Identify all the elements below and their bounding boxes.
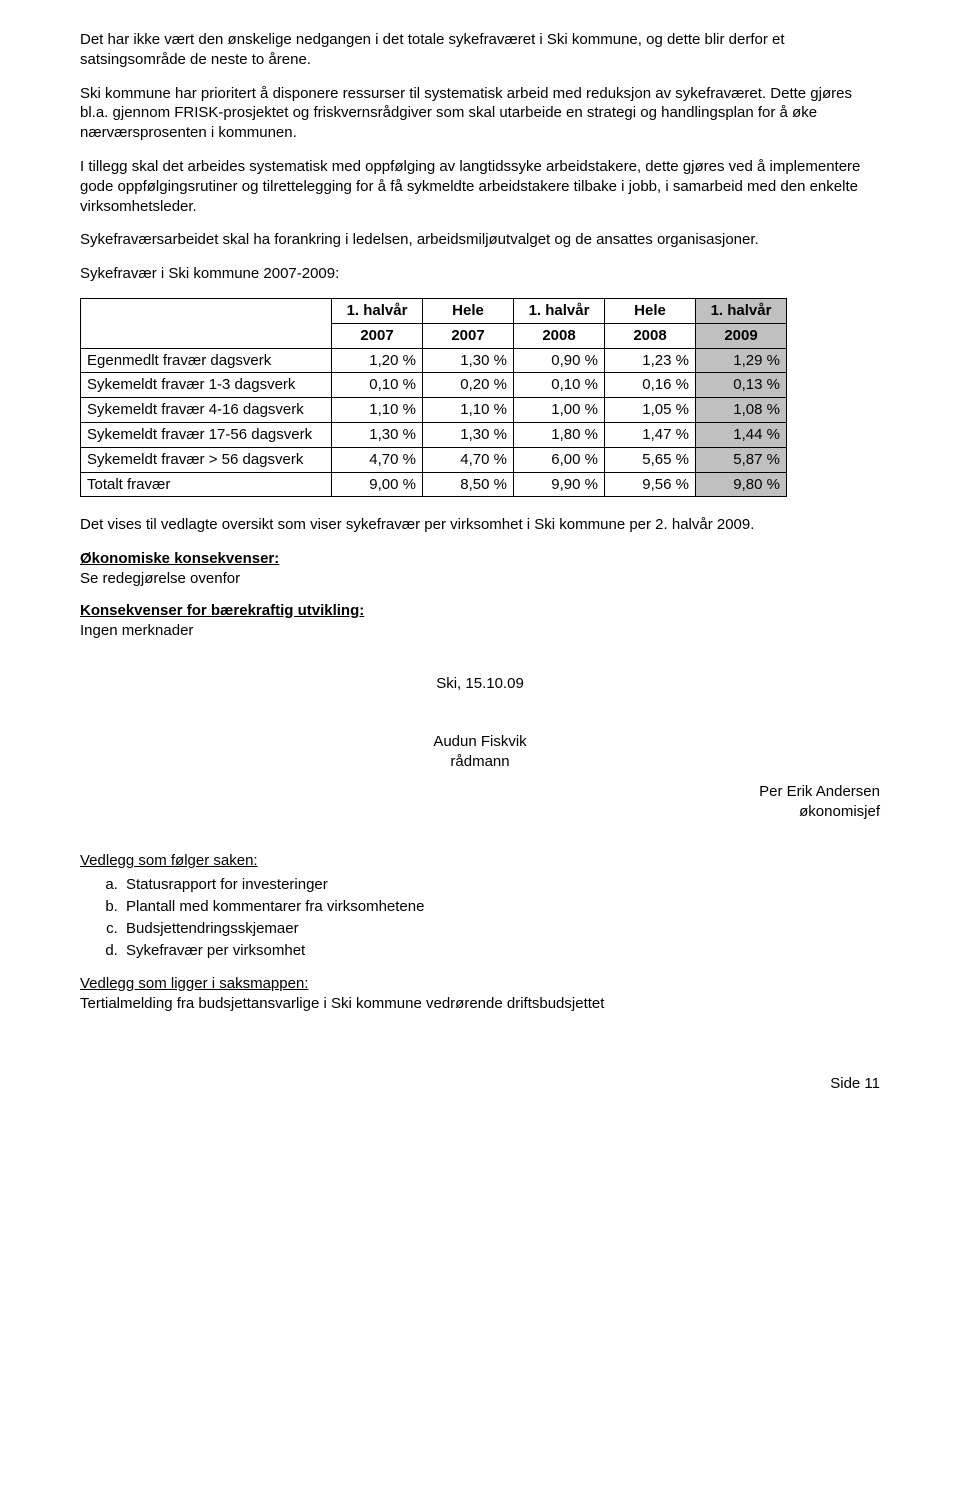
- row-value: 4,70 %: [423, 447, 514, 472]
- row-label: Sykemeldt fravær 1-3 dagsverk: [81, 373, 332, 398]
- row-value: 0,13 %: [696, 373, 787, 398]
- row-value: 0,16 %: [605, 373, 696, 398]
- table-header-l2: 2008: [605, 323, 696, 348]
- row-value: 1,44 %: [696, 422, 787, 447]
- table-row: Sykemeldt fravær 17-56 dagsverk1,30 %1,3…: [81, 422, 787, 447]
- row-value: 5,87 %: [696, 447, 787, 472]
- list-item: Budsjettendringsskjemaer: [122, 919, 880, 939]
- row-value: 1,30 %: [423, 348, 514, 373]
- list-item: Statusrapport for investeringer: [122, 875, 880, 895]
- date-line: Ski, 15.10.09: [80, 674, 880, 694]
- table-header-l1: 1. halvår: [514, 298, 605, 323]
- okonomi-body: Se redegjørelse ovenfor: [80, 570, 240, 587]
- paragraph-2: Ski kommune har prioritert å disponere r…: [80, 84, 880, 143]
- row-label: Sykemeldt fravær 17-56 dagsverk: [81, 422, 332, 447]
- paragraph-4: Sykefraværsarbeidet skal ha forankring i…: [80, 230, 880, 250]
- row-value: 1,20 %: [332, 348, 423, 373]
- row-label: Sykemeldt fravær > 56 dagsverk: [81, 447, 332, 472]
- row-value: 1,10 %: [423, 398, 514, 423]
- table-header-l2: 2007: [423, 323, 514, 348]
- row-value: 9,00 %: [332, 472, 423, 497]
- row-value: 4,70 %: [332, 447, 423, 472]
- row-value: 0,10 %: [332, 373, 423, 398]
- signatory2-name: Per Erik Andersen: [80, 782, 880, 802]
- table-header-blank: [81, 298, 332, 348]
- paragraph-1: Det har ikke vært den ønskelige nedgange…: [80, 30, 880, 70]
- table-header-l1: Hele: [423, 298, 514, 323]
- table-body: Egenmedlt fravær dagsverk1,20 %1,30 %0,9…: [81, 348, 787, 497]
- baerekraft-body: Ingen merknader: [80, 622, 193, 639]
- table-row: Sykemeldt fravær 4-16 dagsverk1,10 %1,10…: [81, 398, 787, 423]
- table-row: Totalt fravær9,00 %8,50 %9,90 %9,56 %9,8…: [81, 472, 787, 497]
- baerekraft-heading: Konsekvenser for bærekraftig utvikling:: [80, 602, 364, 619]
- paragraph-5: Det vises til vedlagte oversikt som vise…: [80, 515, 880, 535]
- row-label: Egenmedlt fravær dagsverk: [81, 348, 332, 373]
- sykefravaer-table: 1. halvårHele1. halvårHele1. halvår20072…: [80, 298, 787, 497]
- row-value: 1,00 %: [514, 398, 605, 423]
- signatory2-title: økonomisjef: [80, 802, 880, 822]
- row-value: 0,90 %: [514, 348, 605, 373]
- row-value: 1,29 %: [696, 348, 787, 373]
- table-header-l2: 2008: [514, 323, 605, 348]
- row-value: 1,80 %: [514, 422, 605, 447]
- row-value: 9,56 %: [605, 472, 696, 497]
- okonomi-heading: Økonomiske konsekvenser:: [80, 550, 279, 567]
- attachments2-body: Tertialmelding fra budsjettansvarlige i …: [80, 995, 604, 1012]
- table-row: Sykemeldt fravær > 56 dagsverk4,70 %4,70…: [81, 447, 787, 472]
- row-value: 9,80 %: [696, 472, 787, 497]
- row-value: 0,20 %: [423, 373, 514, 398]
- row-label: Totalt fravær: [81, 472, 332, 497]
- row-value: 1,10 %: [332, 398, 423, 423]
- row-value: 8,50 %: [423, 472, 514, 497]
- row-value: 1,30 %: [423, 422, 514, 447]
- table-row: Sykemeldt fravær 1-3 dagsverk0,10 %0,20 …: [81, 373, 787, 398]
- table-header-l2: 2009: [696, 323, 787, 348]
- row-value: 1,05 %: [605, 398, 696, 423]
- paragraph-3: I tillegg skal det arbeides systematisk …: [80, 157, 880, 216]
- row-value: 9,90 %: [514, 472, 605, 497]
- signatory-name: Audun Fiskvik: [80, 732, 880, 752]
- attachments1-list: Statusrapport for investeringerPlantall …: [80, 875, 880, 960]
- list-item: Plantall med kommentarer fra virksomhete…: [122, 897, 880, 917]
- table-header-l1: 1. halvår: [332, 298, 423, 323]
- row-value: 1,30 %: [332, 422, 423, 447]
- table-header-l1: 1. halvår: [696, 298, 787, 323]
- table-header-l1: Hele: [605, 298, 696, 323]
- table-title: Sykefravær i Ski kommune 2007-2009:: [80, 264, 880, 284]
- table-head: 1. halvårHele1. halvårHele1. halvår20072…: [81, 298, 787, 348]
- table-row: Egenmedlt fravær dagsverk1,20 %1,30 %0,9…: [81, 348, 787, 373]
- row-value: 0,10 %: [514, 373, 605, 398]
- row-value: 1,23 %: [605, 348, 696, 373]
- table-header-l2: 2007: [332, 323, 423, 348]
- row-value: 5,65 %: [605, 447, 696, 472]
- list-item: Sykefravær per virksomhet: [122, 941, 880, 961]
- attachments1-heading: Vedlegg som følger saken:: [80, 852, 258, 869]
- row-value: 1,08 %: [696, 398, 787, 423]
- signatory-title: rådmann: [80, 752, 880, 772]
- page-footer: Side 11: [80, 1074, 880, 1094]
- row-value: 6,00 %: [514, 447, 605, 472]
- attachments2-heading: Vedlegg som ligger i saksmappen:: [80, 975, 308, 992]
- document-page: Det har ikke vært den ønskelige nedgange…: [40, 0, 920, 1154]
- row-label: Sykemeldt fravær 4-16 dagsverk: [81, 398, 332, 423]
- row-value: 1,47 %: [605, 422, 696, 447]
